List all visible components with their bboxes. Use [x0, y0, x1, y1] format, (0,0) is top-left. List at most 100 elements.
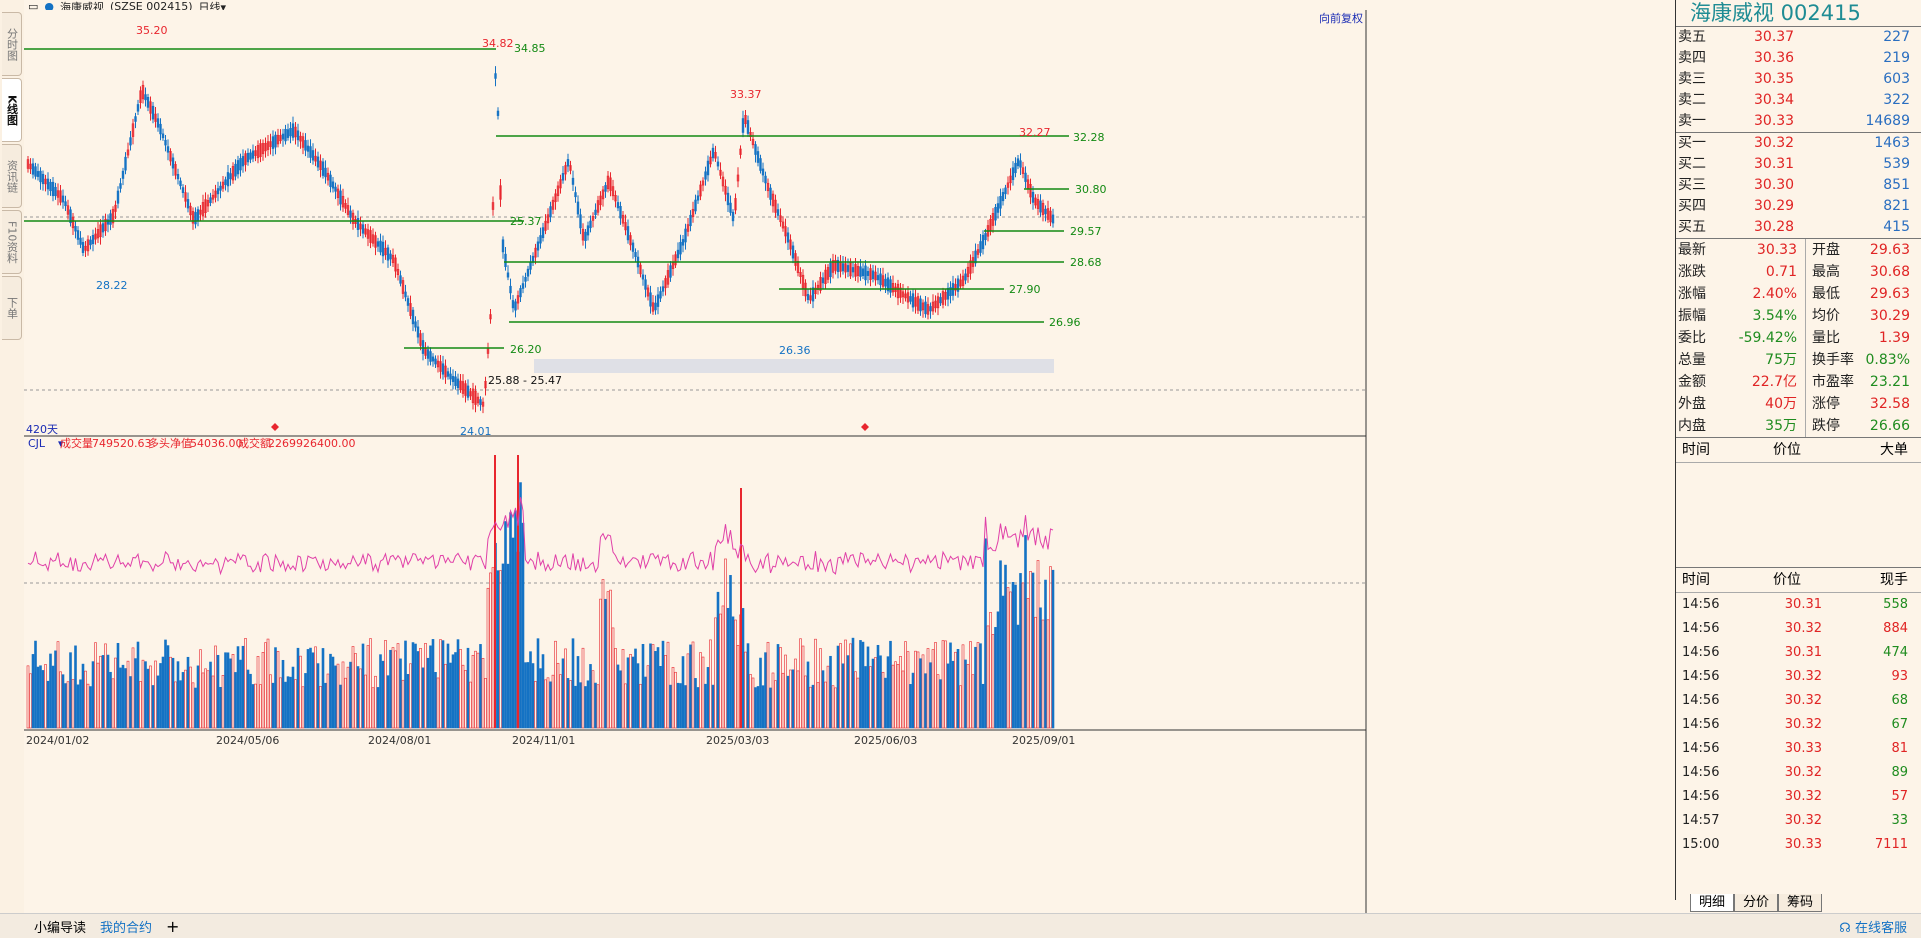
bid-row[interactable]: 买三 30.30 851	[1678, 177, 1910, 193]
bid-row[interactable]: 买一 30.32 1463	[1678, 135, 1910, 151]
volume-bar	[531, 663, 535, 729]
volume-bar	[119, 667, 122, 729]
candle-body	[64, 201, 67, 207]
volume-bar	[846, 655, 850, 729]
candle-body	[886, 277, 890, 292]
event-marker[interactable]	[861, 423, 869, 431]
volume-bar	[151, 685, 155, 729]
add-button[interactable]: +	[166, 916, 180, 936]
ask-row[interactable]: 卖五 30.37 227	[1678, 29, 1910, 45]
candle-body	[741, 118, 745, 133]
candle-body	[921, 302, 925, 311]
volume-bar	[919, 658, 922, 729]
volume-bar	[824, 681, 827, 729]
service-link[interactable]: ☊ 在线客服	[1839, 920, 1907, 936]
ask-row[interactable]: 卖一 30.33 14689	[1678, 113, 1910, 129]
volume-bar	[184, 669, 187, 729]
volume-bar	[911, 672, 915, 729]
candle-body	[956, 278, 960, 292]
volume-bar	[514, 510, 517, 729]
tab-chips[interactable]: 筹码	[1778, 894, 1823, 912]
kline-chart[interactable]: 34.85 32.28 30.80 29.57 28.68 27.90 26.96 26.20…	[24, 10, 1367, 913]
volume-bar	[634, 648, 637, 729]
candle-body	[914, 297, 917, 307]
candle-body	[209, 197, 212, 203]
bid-row[interactable]: 买四 30.29 821	[1678, 198, 1910, 214]
candle-body	[716, 161, 720, 167]
ask-row[interactable]: 卖四 30.36 219	[1678, 50, 1910, 66]
candle-body	[686, 224, 690, 232]
candle-body	[1029, 184, 1032, 198]
candle-body	[479, 399, 482, 405]
volume-bar	[104, 643, 107, 729]
candle-body	[854, 264, 857, 277]
candle-body	[936, 296, 940, 309]
guide-link[interactable]: 小编导读	[34, 920, 87, 936]
candle-body	[299, 135, 302, 142]
volume-bar	[389, 649, 392, 729]
bid-row[interactable]: 买五 30.28 415	[1678, 219, 1910, 235]
volume-bar	[374, 675, 377, 729]
volume-bar	[356, 666, 360, 729]
high-label: 32.27	[1019, 126, 1051, 139]
candle-body	[391, 254, 395, 264]
candle-body	[114, 204, 117, 212]
ask-row[interactable]: 卖二 30.34 322	[1678, 92, 1910, 108]
event-marker[interactable]	[271, 423, 279, 431]
candle-body	[889, 279, 892, 293]
candle-body	[476, 396, 480, 404]
candle-body	[146, 97, 150, 108]
candle-body	[61, 195, 65, 203]
volume-bar	[116, 642, 120, 729]
tab-detail[interactable]: 明细	[1690, 894, 1735, 912]
candle-body	[46, 178, 50, 190]
volume-bar	[296, 647, 300, 729]
tab-news[interactable]: 资讯链	[2, 144, 22, 208]
indicator-vol-value: 749520.63	[92, 437, 152, 450]
volume-bar	[994, 627, 997, 729]
candle-body	[564, 165, 567, 175]
volume-bar	[561, 658, 565, 729]
bid-row[interactable]: 买二 30.31 539	[1678, 156, 1910, 172]
candle-body	[256, 145, 260, 159]
restore-button[interactable]: 向前复权	[1319, 11, 1363, 25]
indicator-name[interactable]: CJL	[28, 437, 46, 450]
volume-bar	[894, 661, 897, 729]
volume-bar	[606, 591, 610, 729]
tab-f10[interactable]: F10资料	[2, 210, 22, 274]
volume-bar	[939, 679, 942, 729]
volume-bar	[409, 663, 412, 729]
candle-body	[681, 239, 685, 246]
ask-row[interactable]: 卖三 30.35 603	[1678, 71, 1910, 87]
volume-bar	[76, 684, 80, 729]
volume-bar	[871, 658, 875, 729]
candle-body	[599, 195, 602, 206]
candle-body	[694, 199, 697, 212]
candle-body	[509, 285, 512, 294]
candle-body	[904, 293, 907, 299]
candle-body	[226, 172, 230, 187]
volume-bar	[729, 575, 732, 729]
volume-bar	[889, 640, 892, 729]
volume-bar	[891, 664, 895, 729]
tab-timeshare[interactable]: 分时图	[2, 12, 22, 76]
menu-icon[interactable]: ▭	[28, 0, 39, 13]
candle-body	[361, 224, 365, 234]
indicator-dropdown-icon[interactable]: ▾	[58, 437, 64, 450]
candle-body	[654, 302, 657, 311]
volume-bar	[686, 653, 690, 729]
candle-body	[591, 216, 595, 221]
volume-bar	[906, 651, 910, 729]
candle-body	[444, 365, 447, 378]
volume-bar	[1039, 607, 1042, 729]
volume-bar	[611, 627, 615, 729]
candle-body	[384, 247, 387, 256]
tab-price-dist[interactable]: 分价	[1734, 894, 1779, 912]
contract-link[interactable]: 我的合约	[100, 920, 153, 936]
tab-order[interactable]: 下单	[2, 276, 22, 340]
x-tick: 2024/05/06	[216, 734, 279, 747]
candle-body	[156, 118, 160, 128]
support-resistance-layer: 34.85 32.28 30.80 29.57 28.68 27.90 26.96 26.20…	[24, 42, 1107, 356]
candle-body	[899, 287, 902, 298]
tab-kline[interactable]: K线图	[2, 78, 22, 142]
